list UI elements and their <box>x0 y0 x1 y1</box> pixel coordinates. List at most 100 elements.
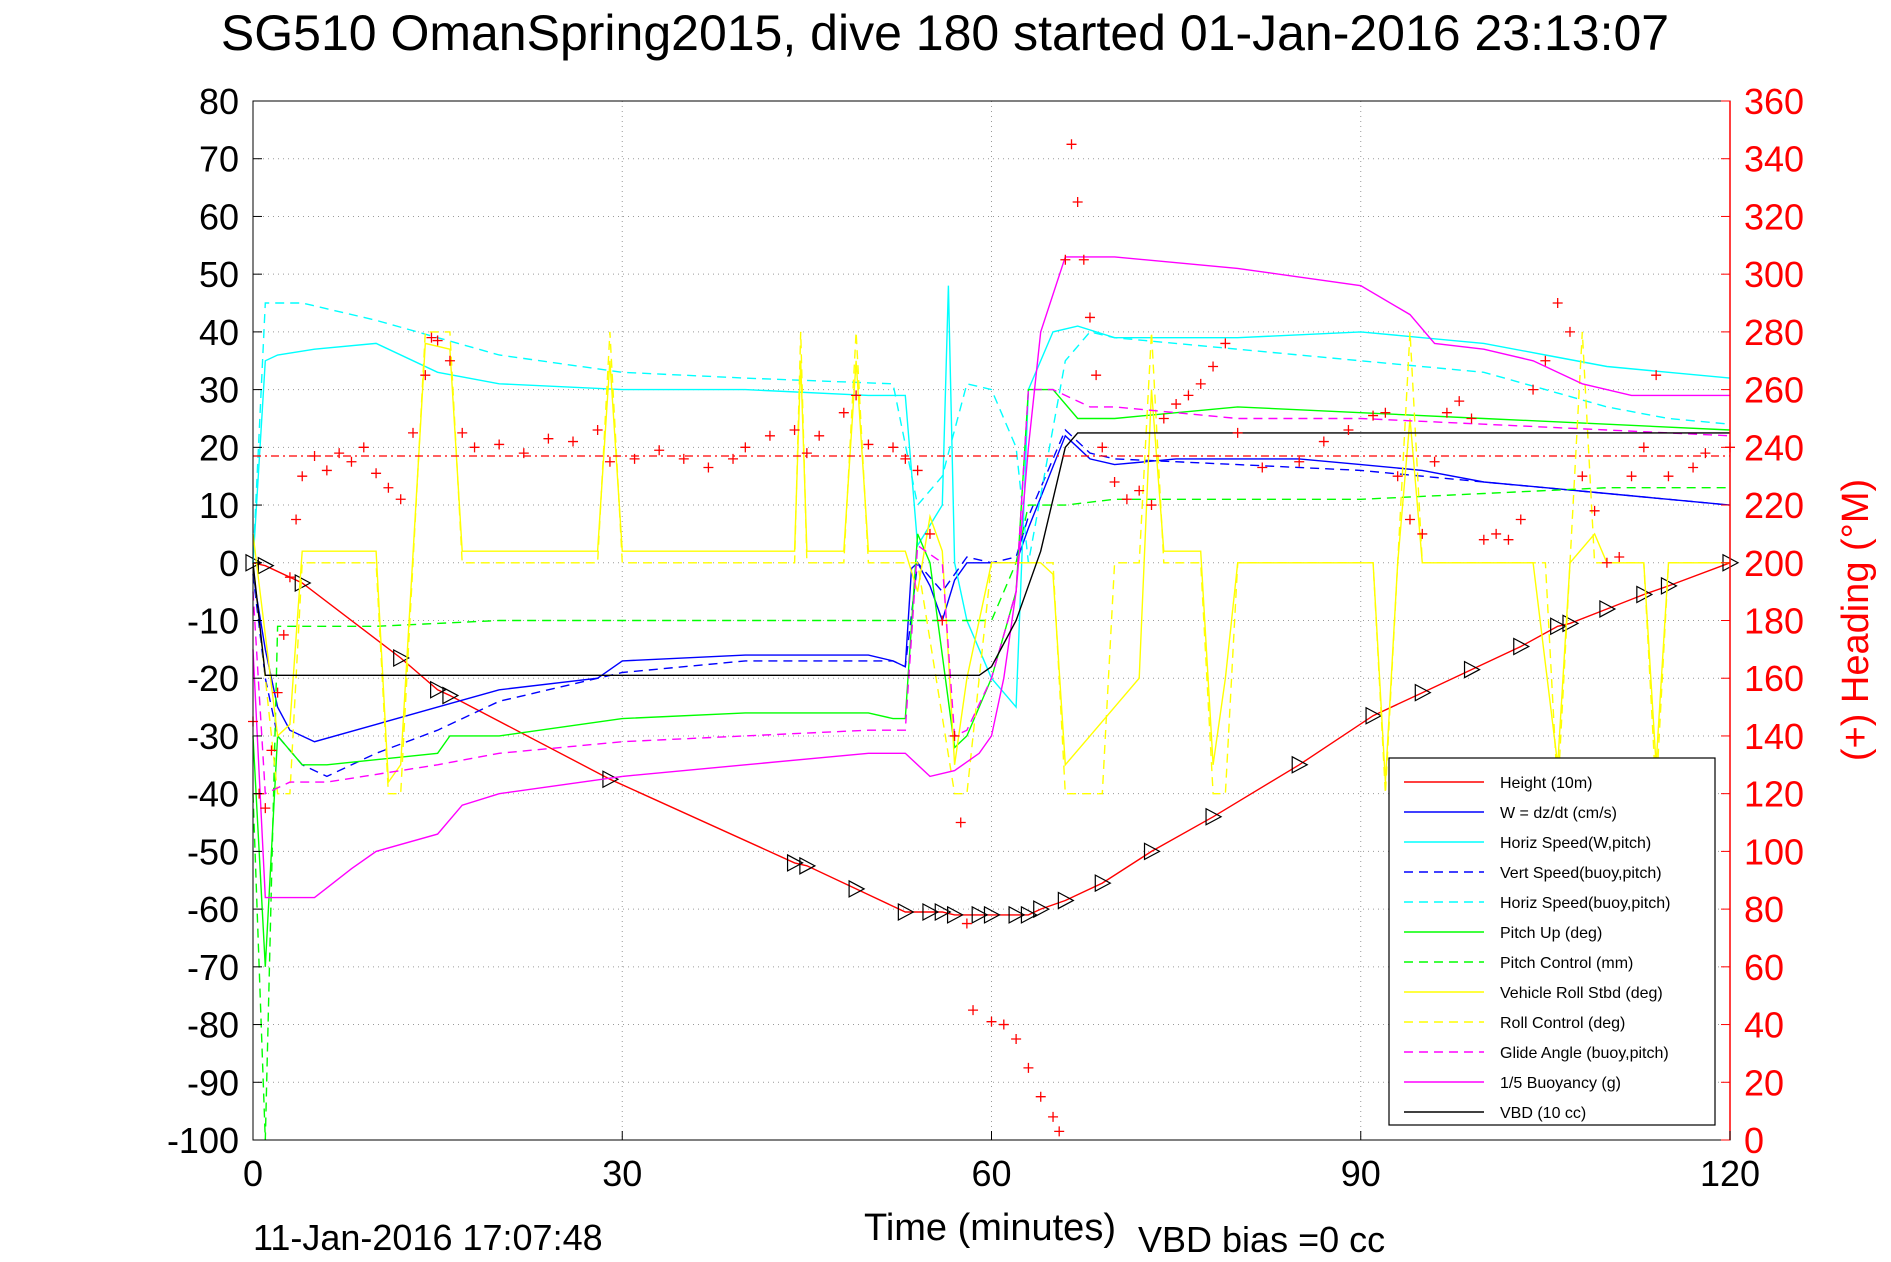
heading-point <box>266 745 277 756</box>
heading-point <box>1035 1091 1046 1102</box>
heading-point <box>395 494 406 505</box>
height-marker <box>1463 660 1481 679</box>
heading-point <box>309 450 320 461</box>
height-marker <box>946 905 964 924</box>
legend-label: Horiz Speed(buoy,pitch) <box>1500 895 1670 912</box>
heading-point <box>1564 326 1575 337</box>
heading-point <box>1134 485 1145 496</box>
footer-timestamp: 11-Jan-2016 17:07:48 <box>253 1217 603 1258</box>
height-marker <box>430 680 447 699</box>
heading-point <box>629 453 640 464</box>
heading-point <box>1084 312 1095 323</box>
heading-point <box>1171 399 1182 410</box>
heading-point <box>278 629 289 640</box>
heading-point <box>838 407 849 418</box>
series-line <box>252 428 1731 778</box>
heading-point <box>1515 514 1526 525</box>
heading-point <box>1066 139 1077 150</box>
heading-point <box>937 615 948 626</box>
heading-point <box>924 528 935 539</box>
heading-point <box>1318 436 1329 447</box>
y2-tick-label: 40 <box>1744 1005 1784 1046</box>
heading-point <box>1478 534 1489 545</box>
height-marker <box>983 905 1001 924</box>
legend-label: Roll Control (deg) <box>1500 1015 1625 1032</box>
height-marker <box>257 556 275 575</box>
series-line <box>252 285 1731 709</box>
y-tick-label: -10 <box>187 601 239 642</box>
heading-point <box>968 1005 979 1016</box>
heading-point <box>432 335 443 346</box>
heading-point <box>1054 1126 1065 1137</box>
heading-point <box>1688 462 1699 473</box>
y-tick-label: -30 <box>187 716 239 757</box>
heading-point <box>1392 471 1403 482</box>
heading-point <box>1503 534 1514 545</box>
heading-point <box>1072 197 1083 208</box>
heading-point <box>1626 471 1637 482</box>
heading-point <box>1023 1062 1034 1073</box>
heading-point <box>740 442 751 453</box>
y-tick-label: -90 <box>187 1062 239 1103</box>
heading-point <box>654 445 665 456</box>
heading-point <box>955 817 966 828</box>
heading-point <box>568 436 579 447</box>
y2-tick-label: 280 <box>1744 312 1804 353</box>
y2-tick-label: 300 <box>1744 254 1804 295</box>
heading-point <box>291 514 302 525</box>
y2-tick-label: 140 <box>1744 716 1804 757</box>
height-marker <box>1143 842 1161 861</box>
heading-point <box>1454 396 1465 407</box>
heading-point <box>1552 298 1563 309</box>
heading-point <box>1368 410 1379 421</box>
heading-point <box>408 427 419 438</box>
y-tick-label: 60 <box>199 196 239 237</box>
y-tick-label: -20 <box>187 658 239 699</box>
heading-point <box>420 370 431 381</box>
y2-tick-label: 20 <box>1744 1062 1784 1103</box>
height-marker <box>1513 637 1531 656</box>
legend-box <box>1388 757 1716 1126</box>
heading-point <box>1078 254 1089 265</box>
y-tick-label: -70 <box>187 947 239 988</box>
heading-point <box>1208 361 1219 372</box>
heading-point <box>543 433 554 444</box>
heading-point <box>321 465 332 476</box>
heading-point <box>1011 1033 1022 1044</box>
x-axis-ticks: 0 30 60 90 120 <box>243 1131 1760 1194</box>
heading-point <box>444 355 455 366</box>
heading-point <box>494 439 505 450</box>
heading-point <box>1577 471 1588 482</box>
y-tick-label: 10 <box>199 485 239 526</box>
heading-point <box>1417 528 1428 539</box>
heading-layer <box>248 139 1735 1137</box>
height-marker <box>971 905 989 924</box>
heading-point <box>863 439 874 450</box>
heading-point <box>1700 448 1711 459</box>
heading-point <box>851 390 862 401</box>
heading-point <box>1109 476 1120 487</box>
heading-point <box>801 448 812 459</box>
heading-point <box>888 442 899 453</box>
y-tick-label: -80 <box>187 1005 239 1046</box>
heading-point <box>1614 552 1625 563</box>
legend-label: Vert Speed(buoy,pitch) <box>1500 865 1662 882</box>
x-tick-label: 30 <box>602 1153 642 1194</box>
heading-point <box>1491 528 1502 539</box>
heading-point <box>703 462 714 473</box>
height-marker <box>1562 614 1580 633</box>
heading-point <box>1146 500 1157 511</box>
y2-tick-label: 80 <box>1744 889 1784 930</box>
y-axis-ticks: 80 70 60 50 40 30 20 10 0 -10 -20 -30 -40 -50 -60 -70 -8… <box>167 81 262 1161</box>
height-marker <box>442 686 460 705</box>
heading-point <box>986 1016 997 1027</box>
heading-point <box>297 471 308 482</box>
heading-point <box>1048 1111 1059 1122</box>
heading-point <box>1540 355 1551 366</box>
series-line <box>252 256 1730 899</box>
x-tick-label: 90 <box>1341 1153 1381 1194</box>
height-marker <box>1599 599 1617 618</box>
y2-axis-ticks: 3603403203002802602402202001801601401201… <box>1721 81 1804 1161</box>
height-marker <box>799 856 817 875</box>
